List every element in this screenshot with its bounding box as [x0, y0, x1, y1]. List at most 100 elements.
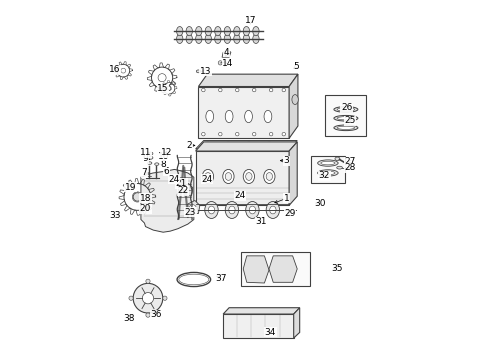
Text: 15: 15	[157, 85, 169, 94]
Circle shape	[282, 132, 286, 136]
Polygon shape	[269, 256, 297, 282]
Polygon shape	[198, 86, 289, 138]
Ellipse shape	[161, 157, 166, 160]
Ellipse shape	[243, 170, 254, 184]
Ellipse shape	[206, 110, 214, 123]
Circle shape	[236, 132, 239, 136]
Text: 7: 7	[142, 168, 147, 177]
Ellipse shape	[245, 202, 259, 219]
Circle shape	[146, 279, 150, 283]
Polygon shape	[222, 49, 231, 57]
Ellipse shape	[148, 152, 153, 155]
Ellipse shape	[223, 142, 234, 147]
Ellipse shape	[334, 107, 358, 112]
Ellipse shape	[266, 202, 280, 219]
Text: 29: 29	[285, 209, 296, 218]
Ellipse shape	[148, 156, 153, 159]
Text: 38: 38	[123, 314, 135, 323]
Circle shape	[270, 88, 273, 92]
Ellipse shape	[225, 172, 232, 180]
Circle shape	[133, 283, 163, 313]
Ellipse shape	[225, 110, 233, 123]
Ellipse shape	[155, 163, 159, 165]
Ellipse shape	[337, 108, 355, 111]
Ellipse shape	[202, 170, 214, 184]
Text: 9: 9	[143, 154, 148, 163]
Ellipse shape	[321, 161, 335, 165]
Text: 6: 6	[164, 167, 170, 176]
Polygon shape	[294, 308, 300, 338]
Text: 24: 24	[234, 192, 245, 201]
Text: 12: 12	[161, 148, 172, 157]
Text: 27: 27	[344, 157, 356, 166]
Ellipse shape	[205, 202, 218, 219]
Text: 31: 31	[255, 217, 267, 226]
Text: 3: 3	[284, 156, 290, 165]
Polygon shape	[196, 151, 289, 206]
Ellipse shape	[249, 206, 256, 214]
Circle shape	[133, 193, 142, 201]
Ellipse shape	[225, 202, 239, 219]
Text: 24: 24	[201, 175, 213, 184]
Polygon shape	[198, 74, 298, 86]
Bar	[325, 95, 366, 136]
Text: 26: 26	[341, 103, 352, 112]
Ellipse shape	[253, 34, 259, 44]
Polygon shape	[196, 140, 297, 149]
Polygon shape	[223, 314, 294, 338]
Circle shape	[252, 132, 256, 136]
Ellipse shape	[234, 27, 240, 36]
Ellipse shape	[215, 34, 221, 44]
Circle shape	[189, 205, 196, 212]
Ellipse shape	[292, 95, 298, 104]
Text: 28: 28	[344, 163, 356, 172]
Ellipse shape	[270, 206, 276, 214]
Ellipse shape	[335, 157, 340, 161]
Circle shape	[201, 132, 205, 136]
Ellipse shape	[147, 162, 152, 164]
Text: 36: 36	[150, 310, 162, 319]
Circle shape	[219, 132, 222, 136]
Circle shape	[252, 88, 256, 92]
Ellipse shape	[264, 142, 275, 147]
Ellipse shape	[334, 116, 358, 121]
Circle shape	[163, 296, 167, 300]
Ellipse shape	[264, 110, 272, 123]
Text: 32: 32	[318, 171, 330, 180]
Ellipse shape	[208, 206, 215, 214]
Ellipse shape	[321, 171, 335, 175]
Text: 2: 2	[187, 141, 192, 150]
Text: 25: 25	[344, 116, 356, 125]
Text: 24: 24	[168, 175, 179, 184]
Ellipse shape	[229, 206, 235, 214]
Bar	[311, 156, 345, 183]
Ellipse shape	[196, 27, 202, 36]
Circle shape	[282, 88, 286, 92]
Text: 4: 4	[224, 48, 229, 57]
Ellipse shape	[243, 34, 249, 44]
Ellipse shape	[337, 126, 355, 129]
Ellipse shape	[196, 34, 202, 44]
Ellipse shape	[253, 27, 259, 36]
Text: 37: 37	[215, 274, 227, 283]
Ellipse shape	[318, 170, 338, 176]
Polygon shape	[243, 256, 269, 283]
Ellipse shape	[234, 34, 240, 44]
Ellipse shape	[318, 160, 338, 166]
Ellipse shape	[161, 153, 166, 156]
Ellipse shape	[245, 110, 252, 123]
Ellipse shape	[266, 172, 272, 180]
Text: 35: 35	[332, 264, 343, 273]
Text: 1: 1	[284, 194, 290, 203]
Text: 22: 22	[178, 186, 189, 195]
Ellipse shape	[205, 172, 211, 180]
Ellipse shape	[224, 27, 230, 36]
Ellipse shape	[245, 172, 252, 180]
Ellipse shape	[264, 170, 275, 184]
Ellipse shape	[176, 34, 183, 44]
Polygon shape	[289, 74, 298, 138]
Circle shape	[236, 88, 239, 92]
Ellipse shape	[215, 27, 221, 36]
Ellipse shape	[337, 166, 343, 169]
Text: 8: 8	[160, 159, 166, 168]
